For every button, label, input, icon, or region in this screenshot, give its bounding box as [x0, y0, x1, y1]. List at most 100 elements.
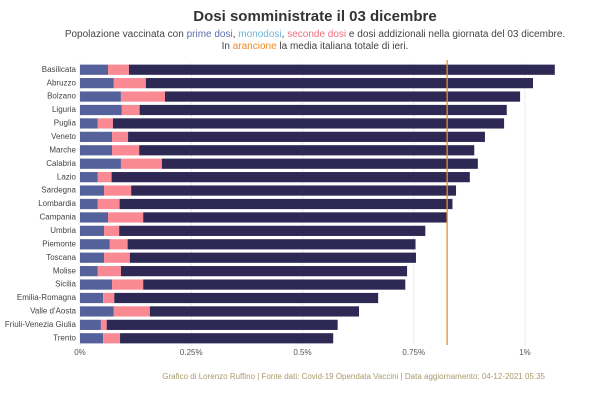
- bar-segment: [106, 319, 338, 330]
- bar-segment: [139, 145, 475, 156]
- y-tick-label: Emilia-Romagna: [17, 293, 77, 302]
- bar-segment: [80, 212, 109, 223]
- subtitle-part: In: [222, 41, 233, 52]
- y-tick-label: Lazio: [57, 172, 77, 181]
- y-tick-label: Molise: [53, 266, 77, 275]
- bar-segment: [103, 292, 115, 304]
- bar-segment: [112, 131, 129, 142]
- caption: Grafico di Lorenzo Ruffino | Fonte dati:…: [162, 372, 545, 381]
- bar-segment: [112, 145, 140, 156]
- bar-segment: [149, 306, 360, 317]
- bar-segment: [112, 279, 144, 290]
- bar-segment: [80, 91, 121, 102]
- bar-segment: [80, 131, 113, 142]
- bar-segment: [143, 212, 448, 223]
- bar-segment: [80, 292, 104, 304]
- subtitle-part: e dosi addizionali nella giornata del 03…: [346, 29, 565, 40]
- bar-segment: [80, 145, 113, 156]
- bar-segment: [80, 64, 109, 75]
- y-tick-label: Campania: [40, 213, 77, 222]
- subtitle-part: ,: [282, 29, 288, 40]
- x-tick-label: 0.75%: [402, 348, 425, 357]
- bar-segment: [104, 185, 132, 196]
- x-tick-label: 0.25%: [180, 348, 203, 357]
- y-tick-label: Sicilia: [55, 280, 76, 289]
- subtitle: Popolazione vaccinata con prime dosi, mo…: [65, 29, 565, 40]
- y-tick-label: Lombardia: [38, 199, 76, 208]
- x-tick-label: 0.5%: [293, 348, 311, 357]
- y-tick-label: Marche: [49, 145, 76, 154]
- subtitle-part: prime dosi: [187, 29, 233, 40]
- bar-segment: [80, 104, 122, 116]
- y-tick-label: Sardegna: [41, 186, 76, 195]
- y-tick-label: Puglia: [54, 119, 77, 128]
- bar-segment: [80, 118, 98, 129]
- subtitle-part: Popolazione vaccinata con: [65, 29, 187, 40]
- bar-segment: [97, 198, 120, 210]
- bar-segment: [80, 266, 98, 277]
- bar-segment: [120, 91, 165, 102]
- x-tick-label: 1%: [519, 348, 531, 357]
- bar-segment: [113, 306, 150, 317]
- subtitle-part: la media italiana totale di ieri.: [277, 41, 409, 52]
- y-tick-label: Trento: [53, 333, 76, 342]
- bar-segment: [119, 198, 453, 210]
- bar-segment: [121, 104, 140, 116]
- bar-segment: [80, 198, 98, 210]
- bar-segment: [161, 158, 478, 169]
- bar-segment: [109, 239, 128, 250]
- y-tick-label: Umbria: [50, 226, 76, 235]
- bar-segment: [80, 239, 110, 250]
- bar-segment: [104, 225, 120, 236]
- x-tick-label: 0%: [74, 348, 86, 357]
- bar-segment: [119, 225, 426, 236]
- bar-segment: [131, 185, 457, 196]
- bar-segment: [97, 266, 121, 277]
- bar-segment: [113, 78, 146, 89]
- bar-segment: [80, 333, 104, 344]
- y-tick-label: Valle d'Aosta: [30, 307, 76, 316]
- bar-segment: [120, 266, 408, 277]
- y-tick-label: Friuli-Venezia Giulia: [5, 320, 77, 329]
- subtitle-part: seconde dosi: [287, 29, 346, 40]
- bar-segment: [80, 185, 105, 196]
- bar-segment: [80, 306, 114, 317]
- bar-segment: [104, 252, 130, 263]
- y-tick-label: Abruzzo: [47, 78, 77, 87]
- bar-segment: [97, 172, 112, 183]
- bar-segment: [145, 78, 534, 89]
- bar-segment: [80, 279, 113, 290]
- y-tick-label: Piemonte: [42, 239, 76, 248]
- bar-segment: [80, 225, 105, 236]
- bar-segment: [80, 319, 101, 330]
- subtitle-part: monodosi: [238, 29, 281, 40]
- bar-segment: [111, 172, 470, 183]
- bar-segment: [80, 158, 121, 169]
- bar-segment: [120, 158, 162, 169]
- bar-segment: [128, 64, 555, 75]
- chart-title: Dosi somministrate il 03 dicembre: [193, 8, 436, 25]
- subtitle-part: arancione: [233, 41, 277, 52]
- subtitle: In arancione la media italiana totale di…: [222, 41, 409, 52]
- bar-segment: [143, 279, 406, 290]
- bar-segment: [103, 333, 121, 344]
- bar-segment: [114, 292, 379, 304]
- y-tick-label: Liguria: [52, 105, 77, 114]
- y-tick-label: Basilicata: [42, 65, 77, 74]
- y-tick-label: Calabria: [46, 159, 76, 168]
- bar-segment: [129, 252, 416, 263]
- bar-segment: [127, 239, 416, 250]
- y-tick-label: Veneto: [51, 132, 76, 141]
- bar-segment: [108, 212, 144, 223]
- y-tick-label: Bolzano: [47, 92, 76, 101]
- y-tick-label: Toscana: [46, 253, 76, 262]
- bar-segment: [120, 333, 334, 344]
- bar-segment: [128, 131, 485, 142]
- bar-segment: [97, 118, 113, 129]
- bar-segment: [80, 252, 105, 263]
- bar-segment: [112, 118, 505, 129]
- bar-segment: [80, 172, 98, 183]
- bar-segment: [139, 104, 507, 116]
- bar-segment: [108, 64, 129, 75]
